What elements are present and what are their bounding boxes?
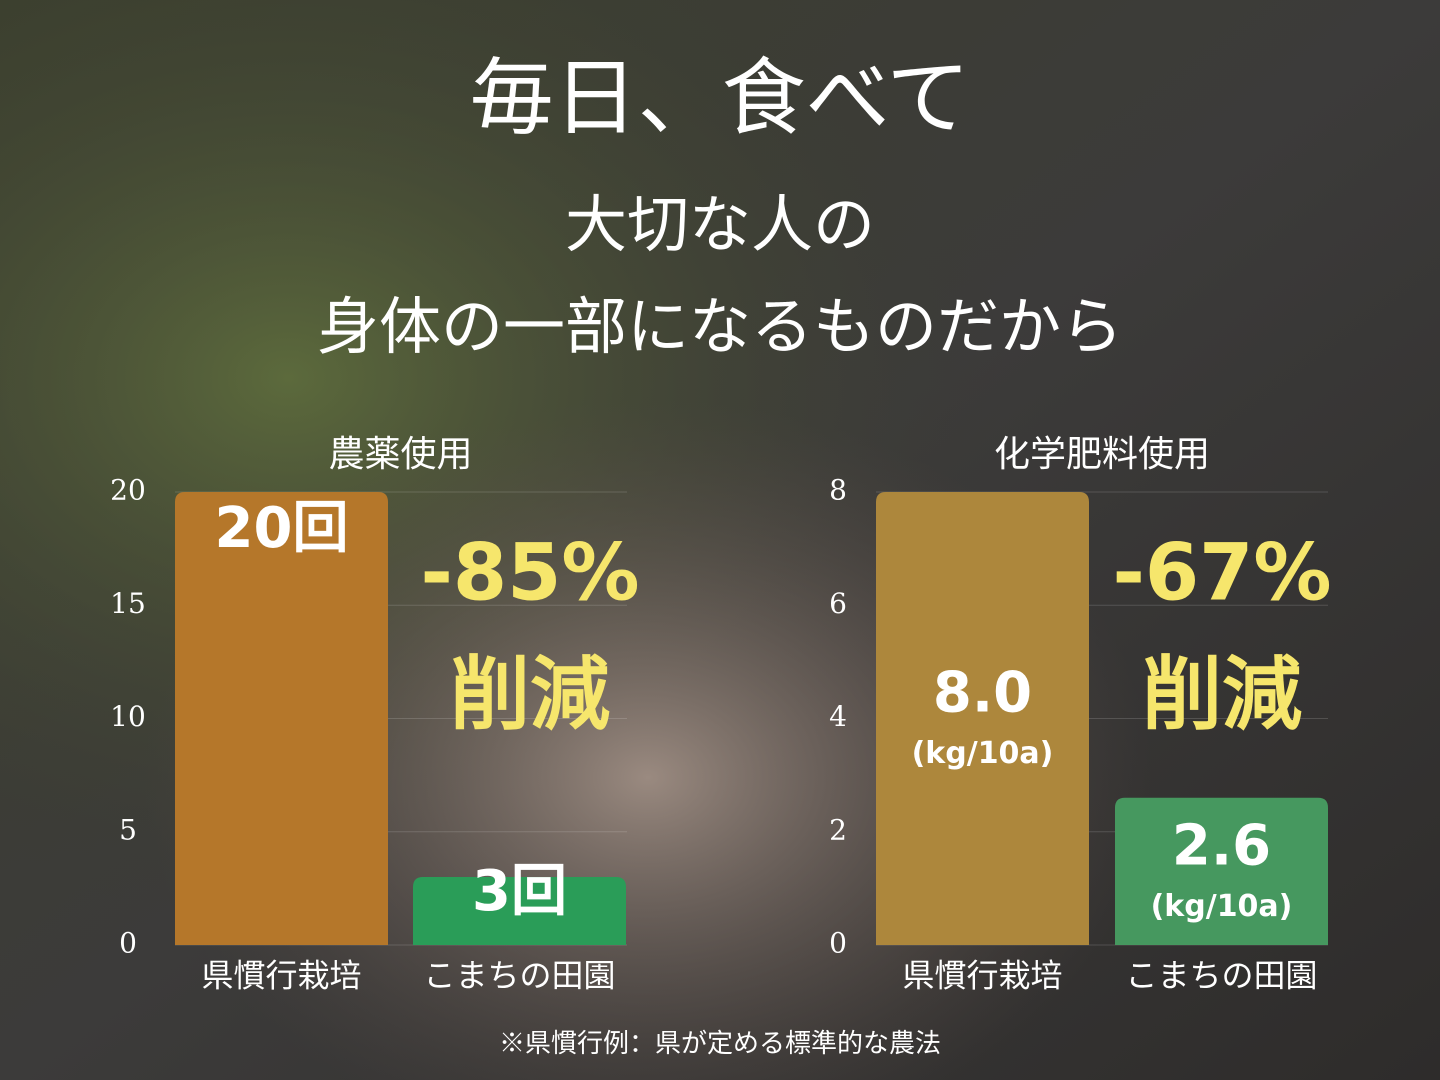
footnote: ※県慣行例：県が定める標準的な農法	[499, 1029, 941, 1059]
value-label: 20回	[215, 496, 349, 561]
bar	[413, 877, 626, 945]
x-tick-label: 県慣行栽培	[201, 957, 361, 995]
y-tick-label: 10	[110, 700, 146, 733]
headline: 大切な人の	[565, 188, 875, 261]
y-tick-label: 8	[829, 474, 847, 507]
x-tick-label: こまちの田園	[1125, 957, 1317, 995]
value-label: 2.6	[1172, 814, 1271, 879]
x-tick-label: 県慣行栽培	[902, 957, 1062, 995]
annotation: -67%	[1112, 528, 1331, 618]
value-unit: (kg/10a)	[1151, 889, 1293, 924]
chart-title: 化学肥料使用	[994, 434, 1210, 475]
headline: 身体の一部になるものだから	[317, 290, 1123, 363]
bar	[175, 492, 388, 945]
y-tick-label: 5	[119, 813, 137, 846]
bar	[1115, 797, 1328, 945]
bar	[876, 492, 1089, 945]
chart-title: 農薬使用	[328, 434, 472, 475]
annotation: 削減	[450, 648, 610, 741]
annotation: -85%	[420, 528, 639, 618]
annotation: 削減	[1142, 648, 1302, 741]
y-tick-label: 2	[829, 813, 847, 846]
x-tick-label: こまちの田園	[423, 957, 615, 995]
y-tick-label: 4	[829, 700, 847, 733]
y-tick-label: 0	[119, 927, 137, 960]
value-unit: (kg/10a)	[912, 736, 1054, 771]
y-tick-label: 20	[110, 474, 146, 507]
value-label: 3回	[472, 859, 567, 924]
y-tick-label: 15	[110, 587, 146, 620]
headline: 毎日、食べて	[470, 49, 971, 147]
y-tick-label: 0	[829, 927, 847, 960]
y-tick-label: 6	[829, 587, 847, 620]
value-label: 8.0	[933, 661, 1032, 726]
